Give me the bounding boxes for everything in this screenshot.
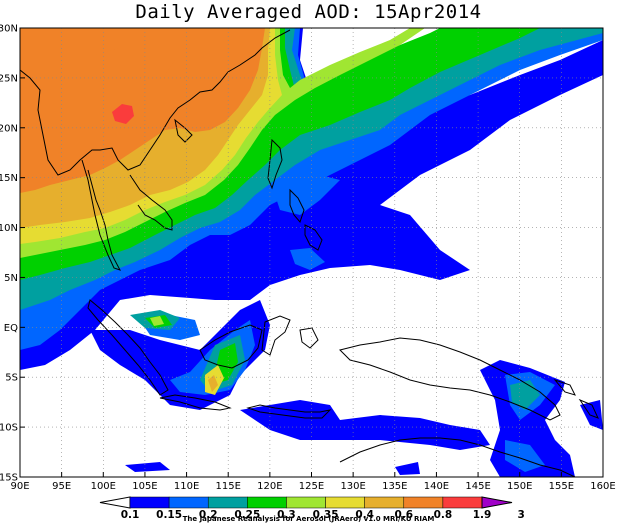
colorbar-label: 1.9 [473,509,492,521]
colorbar-label: 0.35 [313,509,339,521]
lon-tick-label: 125E [299,481,324,492]
colorbar-high-arrow [481,496,513,509]
colorbar-label: 0.25 [234,509,260,521]
colorbar-swatch [403,496,444,509]
aod-level-0-6 [20,28,265,193]
lat-tick-label: EQ [4,323,18,334]
lon-tick-label: 145E [465,481,490,492]
graticule [20,28,603,477]
colorbar-swatch [364,496,405,509]
lon-tick-label: 105E [132,481,157,492]
colorbar-label: 3 [517,509,524,521]
colorbar-low-arrow [99,496,131,509]
latitude-ticks: 15S 10S 5S EQ 5N 10N 15N 20N 25N 30N [0,24,25,484]
lon-tick-label: 120E [257,481,282,492]
colorbar-swatch [442,496,483,509]
lat-tick-label: 20N [0,123,18,134]
colorbar-swatch [325,496,365,509]
colorbar-swatch [286,496,326,509]
lon-tick-label: 95E [52,481,71,492]
lat-tick-label: 25N [0,73,18,84]
lon-tick-label: 135E [382,481,407,492]
lat-tick-label: 30N [0,24,18,35]
lon-tick-label: 140E [424,481,449,492]
lon-tick-label: 90E [10,481,29,492]
lon-tick-label: 155E [549,481,574,492]
colorbar-swatch [129,496,170,509]
lat-tick-label: 15S [0,473,18,484]
lon-tick-label: 150E [507,481,532,492]
lat-tick-label: 5S [5,373,18,384]
lon-tick-label: 160E [590,481,615,492]
credit-line: The Japanese Reanalysis for Aerosol (JRA… [182,515,435,523]
colorbar-swatch [168,496,209,509]
lat-tick-label: 5N [4,273,18,284]
lon-tick-label: 115E [216,481,241,492]
lon-tick-label: 110E [174,481,199,492]
colorbar-label: 0.4 [355,509,374,521]
aod-level-0-8 [112,104,134,124]
colorbar-label: 0.3 [277,509,296,521]
lon-tick-label: 130E [340,481,365,492]
lat-tick-label: 15N [0,173,18,184]
colorbar-swatch [247,496,287,509]
lon-tick-label: 100E [91,481,116,492]
colorbar-label: 0.6 [394,509,413,521]
aod-patch-sumatra [150,316,164,326]
colorbar-label: 0.1 [121,509,140,521]
colorbar-label: 0.8 [434,509,453,521]
colorbar: 0.1 0.15 0.2 0.25 0.3 0.35 0.4 0.6 0.8 1.9 3 [99,496,525,521]
aod-patch-java-sea-core [208,375,218,392]
colorbar-swatch [207,496,248,509]
lat-tick-label: 10S [0,423,18,434]
map-title: Daily Averaged AOD: 15Apr2014 [135,1,482,23]
colorbar-label: 0.2 [199,509,218,521]
colorbar-label: 0.15 [156,509,182,521]
lat-tick-label: 10N [0,223,18,234]
longitude-ticks: 90E 95E 100E 105E 110E 115E 120E 125E 130E 135E 14… [10,472,616,492]
